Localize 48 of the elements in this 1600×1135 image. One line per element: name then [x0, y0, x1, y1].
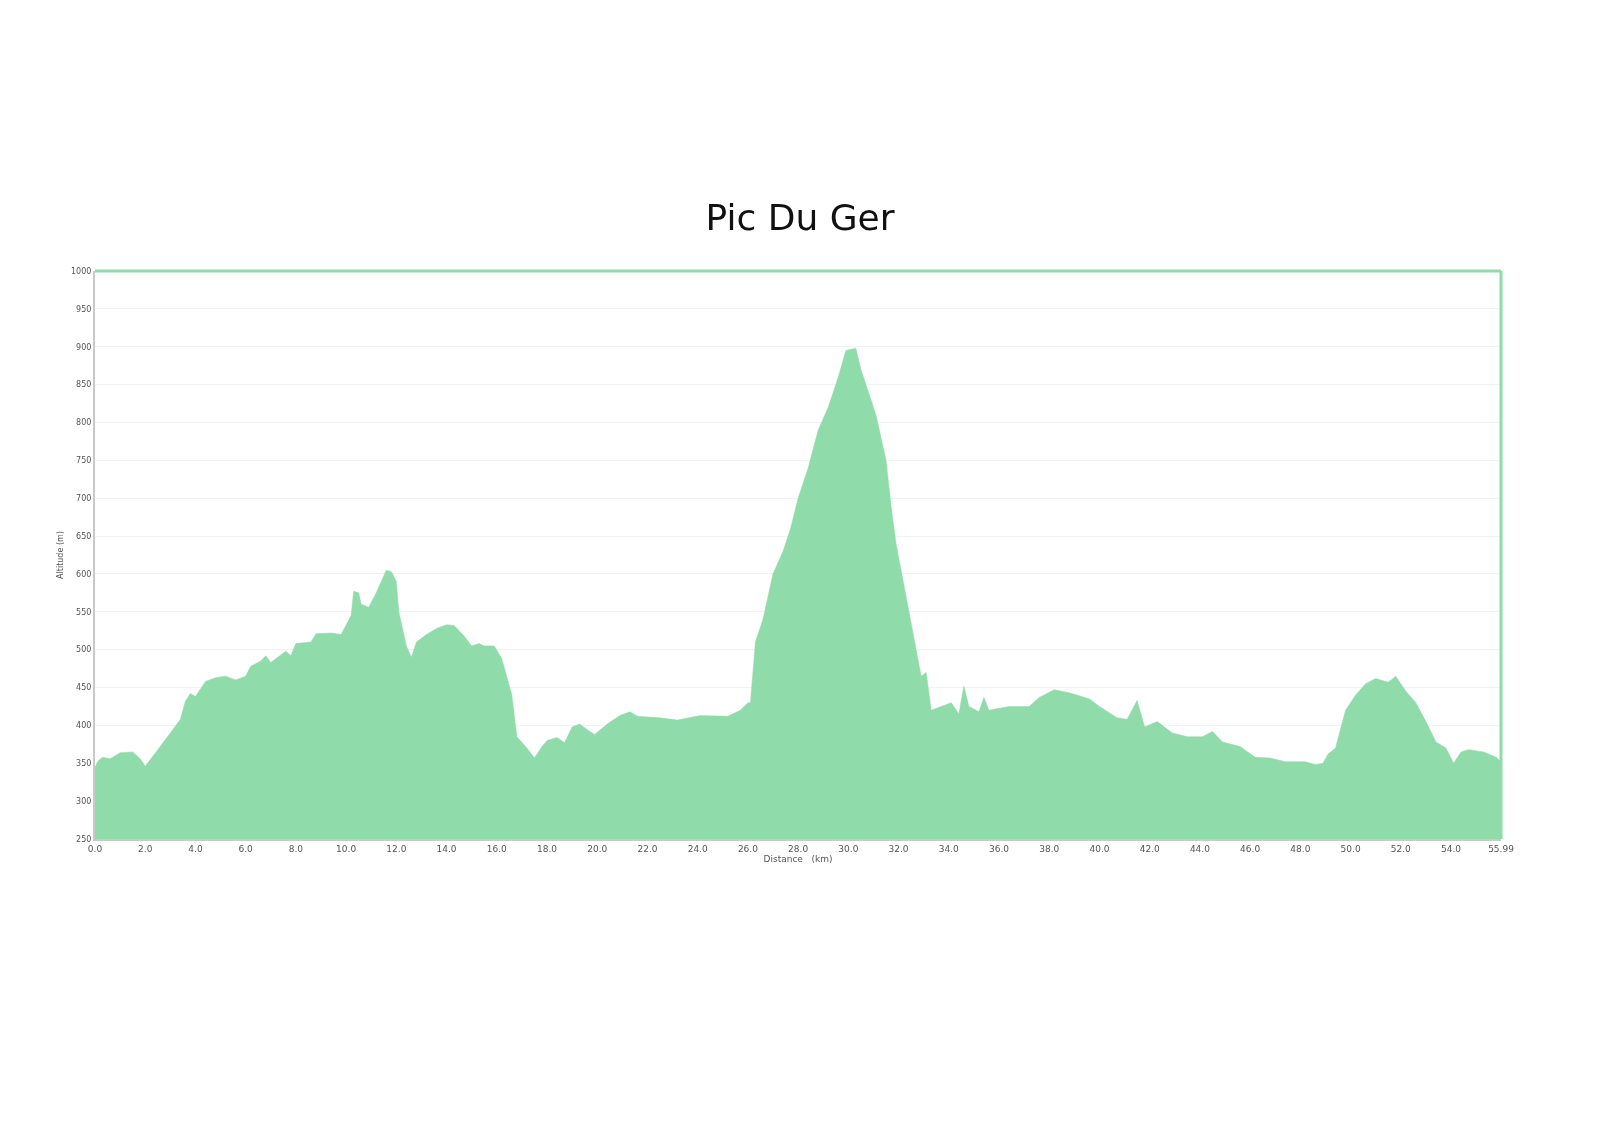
- x-tick-label: 22.0: [637, 843, 658, 854]
- x-tick-label: 10.0: [336, 843, 357, 854]
- x-tick-label: 24.0: [687, 843, 708, 854]
- x-tick-label: 18.0: [536, 843, 558, 854]
- x-tick-label: 50.0: [1340, 843, 1361, 854]
- x-tick-label: 55.99: [1488, 843, 1515, 854]
- y-tick-label: 750: [76, 456, 92, 466]
- y-tick-label: 1000: [71, 266, 92, 276]
- x-tick-label: 6.0: [238, 843, 254, 854]
- y-axis-title: Altitude (m): [56, 531, 66, 579]
- x-tick-label: 2.0: [138, 843, 153, 854]
- y-tick-label: 400: [76, 721, 92, 731]
- x-tick-label: 0.0: [87, 843, 103, 854]
- x-tick-label: 46.0: [1240, 843, 1261, 854]
- x-tick-label: 26.0: [737, 843, 759, 854]
- x-tick-label: 44.0: [1189, 843, 1211, 854]
- x-tick-label: 38.0: [1039, 843, 1060, 854]
- x-tick-label: 34.0: [938, 843, 960, 854]
- y-tick-label: 600: [76, 569, 92, 579]
- x-tick-label: 36.0: [989, 843, 1010, 854]
- x-tick-label: 16.0: [486, 843, 508, 854]
- x-tick-label: 54.0: [1441, 843, 1462, 854]
- y-tick-label: 450: [76, 683, 92, 693]
- y-tick-label: 850: [76, 380, 92, 390]
- y-tick-label: 350: [76, 759, 92, 769]
- x-tick-label: 20.0: [587, 843, 608, 854]
- y-tick-label: 500: [76, 645, 92, 655]
- x-tick-label: 12.0: [386, 843, 407, 854]
- y-tick-label: 300: [76, 796, 92, 806]
- y-tick-label: 700: [76, 494, 92, 503]
- x-axis-title: Distance (km): [763, 853, 833, 864]
- chart-title: Pic Du Ger: [705, 196, 895, 238]
- x-tick-label: 4.0: [188, 843, 203, 854]
- x-tick-label: 48.0: [1290, 843, 1311, 854]
- x-tick-label: 32.0: [888, 843, 909, 854]
- y-tick-label: 900: [76, 342, 92, 352]
- x-tick-label: 30.0: [838, 843, 859, 854]
- x-tick-label: 40.0: [1089, 843, 1110, 854]
- y-tick-label: 550: [76, 607, 92, 617]
- x-tick-label: 52.0: [1390, 843, 1412, 854]
- y-tick-label: 950: [76, 304, 92, 314]
- y-tick-label: 800: [76, 418, 92, 428]
- x-tick-label: 42.0: [1139, 843, 1160, 854]
- y-tick-label: 650: [76, 531, 92, 541]
- x-tick-label: 28.0: [788, 843, 809, 854]
- y-tick-label: 250: [76, 834, 92, 844]
- x-tick-label: 14.0: [436, 843, 457, 854]
- x-tick-label: 8.0: [288, 843, 304, 854]
